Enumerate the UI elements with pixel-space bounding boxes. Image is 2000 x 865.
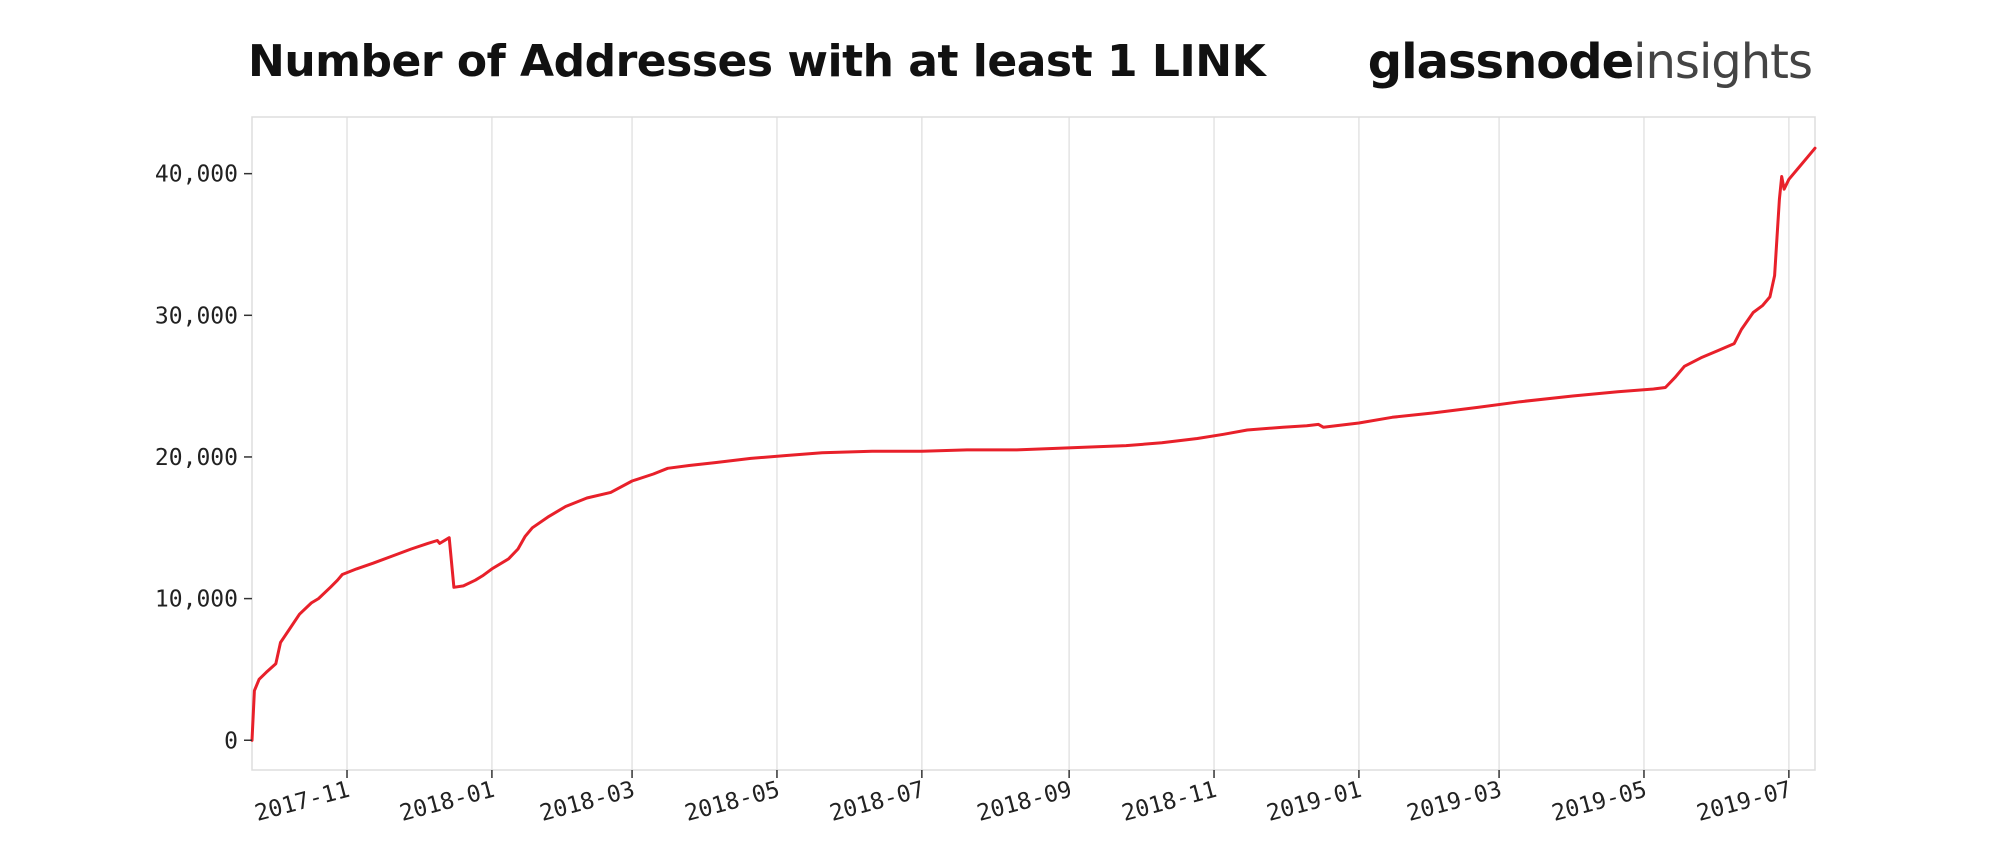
glassnode-insights-logo: glassnodeinsights [1367,34,1813,90]
x-axis: 2017-11 2018-01 2018-03 2018-05 2018-07 2018-… [252,770,1794,827]
y-tick-label: 0 [224,728,238,754]
x-tick-label: 2019-03 [1404,777,1504,827]
x-tick-label: 2019-01 [1264,777,1364,827]
y-tick-label: 10,000 [155,587,238,613]
y-tick-label: 20,000 [155,445,238,471]
y-axis: 0 10,000 20,000 30,000 40,000 [155,162,252,754]
x-tick-label: 2017-11 [252,777,352,827]
plot-frame [251,116,1816,771]
x-tick-label: 2018-03 [537,777,637,827]
x-tick-label: 2019-07 [1694,777,1794,827]
x-tick-label: 2018-07 [827,777,927,827]
series-layer [250,146,1817,742]
x-tick-label: 2019-05 [1549,777,1649,827]
x-tick-label: 2018-01 [397,777,497,827]
x-tick-label: 2018-05 [682,777,782,827]
x-tick-label: 2018-11 [1119,777,1219,827]
series-line [250,146,1817,742]
y-tick-label: 40,000 [155,162,238,188]
x-tick-label: 2018-09 [974,777,1074,827]
brand-name: glassnode [1367,34,1634,90]
gridlines [346,117,1790,770]
y-tick-label: 30,000 [155,303,238,329]
brand-product: insights [1633,34,1813,90]
chart-title: Number of Addresses with at least 1 LINK [248,36,1266,87]
